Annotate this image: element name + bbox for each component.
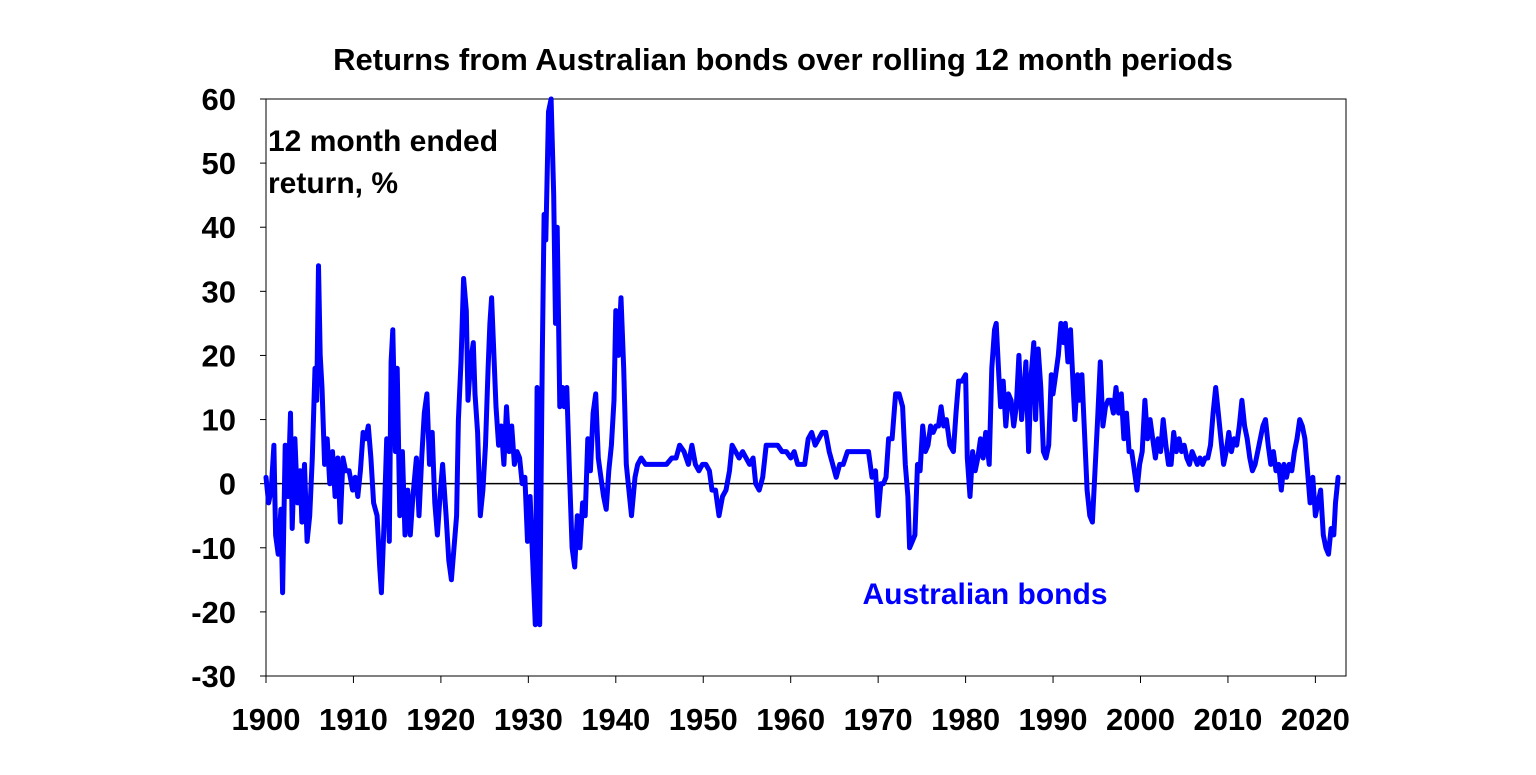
- y-axis: -30 -20 -10 0 10 20 30 40 50 60: [191, 82, 266, 694]
- plot-frame: [265, 98, 1347, 677]
- y-tick-label: 60: [202, 82, 236, 117]
- y-tick-label: 0: [219, 467, 236, 502]
- series-line-australian-bonds: [263, 96, 1341, 628]
- x-tick-label: 1990: [1019, 702, 1088, 737]
- chart-title: Returns from Australian bonds over rolli…: [333, 42, 1233, 77]
- x-tick-label: 1960: [756, 702, 825, 737]
- x-tick-label: 1920: [406, 702, 475, 737]
- x-tick-label: 1970: [844, 702, 913, 737]
- series-layer: [263, 96, 1341, 628]
- y-tick-label: 20: [202, 338, 236, 373]
- x-tick-label: 2000: [1106, 702, 1175, 737]
- y-tick-label: 50: [202, 146, 236, 181]
- x-tick-label: 2020: [1281, 702, 1350, 737]
- x-tick-label: 2010: [1193, 702, 1262, 737]
- x-tick-label: 1900: [232, 702, 301, 737]
- x-axis: 1900 1910 1920 1930 1940 1950 1960 1970 1980 1990…: [232, 676, 1350, 737]
- y-axis-label-line-1: 12 month ended: [268, 125, 498, 158]
- x-tick-label: 1910: [319, 702, 388, 737]
- y-tick-label: -10: [191, 531, 236, 566]
- y-tick-label: 40: [202, 210, 236, 245]
- x-tick-label: 1940: [581, 702, 650, 737]
- x-tick-label: 1980: [931, 702, 1000, 737]
- series-label-australian-bonds: Australian bonds: [862, 578, 1107, 611]
- x-tick-label: 1930: [494, 702, 563, 737]
- y-tick-label: -20: [191, 595, 236, 630]
- y-tick-label: 30: [202, 274, 236, 309]
- y-tick-label: 10: [202, 403, 236, 438]
- y-tick-label: -30: [191, 659, 236, 694]
- x-tick-label: 1950: [669, 702, 738, 737]
- y-axis-label-line-2: return, %: [268, 167, 398, 200]
